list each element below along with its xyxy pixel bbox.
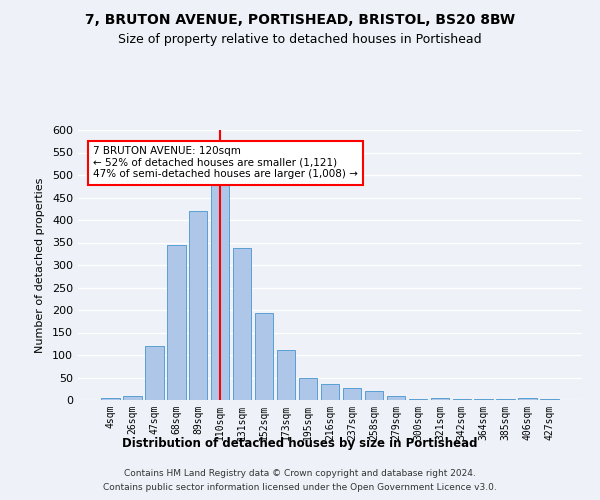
Bar	[541, 398, 559, 400]
Bar	[189, 211, 208, 400]
Text: Contains HM Land Registry data © Crown copyright and database right 2024.: Contains HM Land Registry data © Crown c…	[124, 469, 476, 478]
Bar	[452, 398, 471, 400]
Text: Size of property relative to detached houses in Portishead: Size of property relative to detached ho…	[118, 32, 482, 46]
Bar	[255, 313, 274, 400]
Bar	[167, 244, 185, 400]
Bar	[365, 391, 383, 400]
Bar	[145, 346, 164, 400]
Y-axis label: Number of detached properties: Number of detached properties	[35, 178, 45, 352]
Bar	[496, 398, 515, 400]
Bar	[409, 398, 427, 400]
Text: 7, BRUTON AVENUE, PORTISHEAD, BRISTOL, BS20 8BW: 7, BRUTON AVENUE, PORTISHEAD, BRISTOL, B…	[85, 12, 515, 26]
Text: Contains public sector information licensed under the Open Government Licence v3: Contains public sector information licen…	[103, 484, 497, 492]
Bar	[343, 388, 361, 400]
Text: Distribution of detached houses by size in Portishead: Distribution of detached houses by size …	[122, 438, 478, 450]
Bar	[211, 181, 229, 400]
Bar	[101, 398, 119, 400]
Bar	[299, 378, 317, 400]
Bar	[277, 350, 295, 400]
Bar	[233, 248, 251, 400]
Bar	[123, 396, 142, 400]
Bar	[386, 396, 405, 400]
Text: 7 BRUTON AVENUE: 120sqm
← 52% of detached houses are smaller (1,121)
47% of semi: 7 BRUTON AVENUE: 120sqm ← 52% of detache…	[93, 146, 358, 180]
Bar	[475, 398, 493, 400]
Bar	[431, 398, 449, 400]
Bar	[518, 398, 537, 400]
Bar	[320, 384, 340, 400]
